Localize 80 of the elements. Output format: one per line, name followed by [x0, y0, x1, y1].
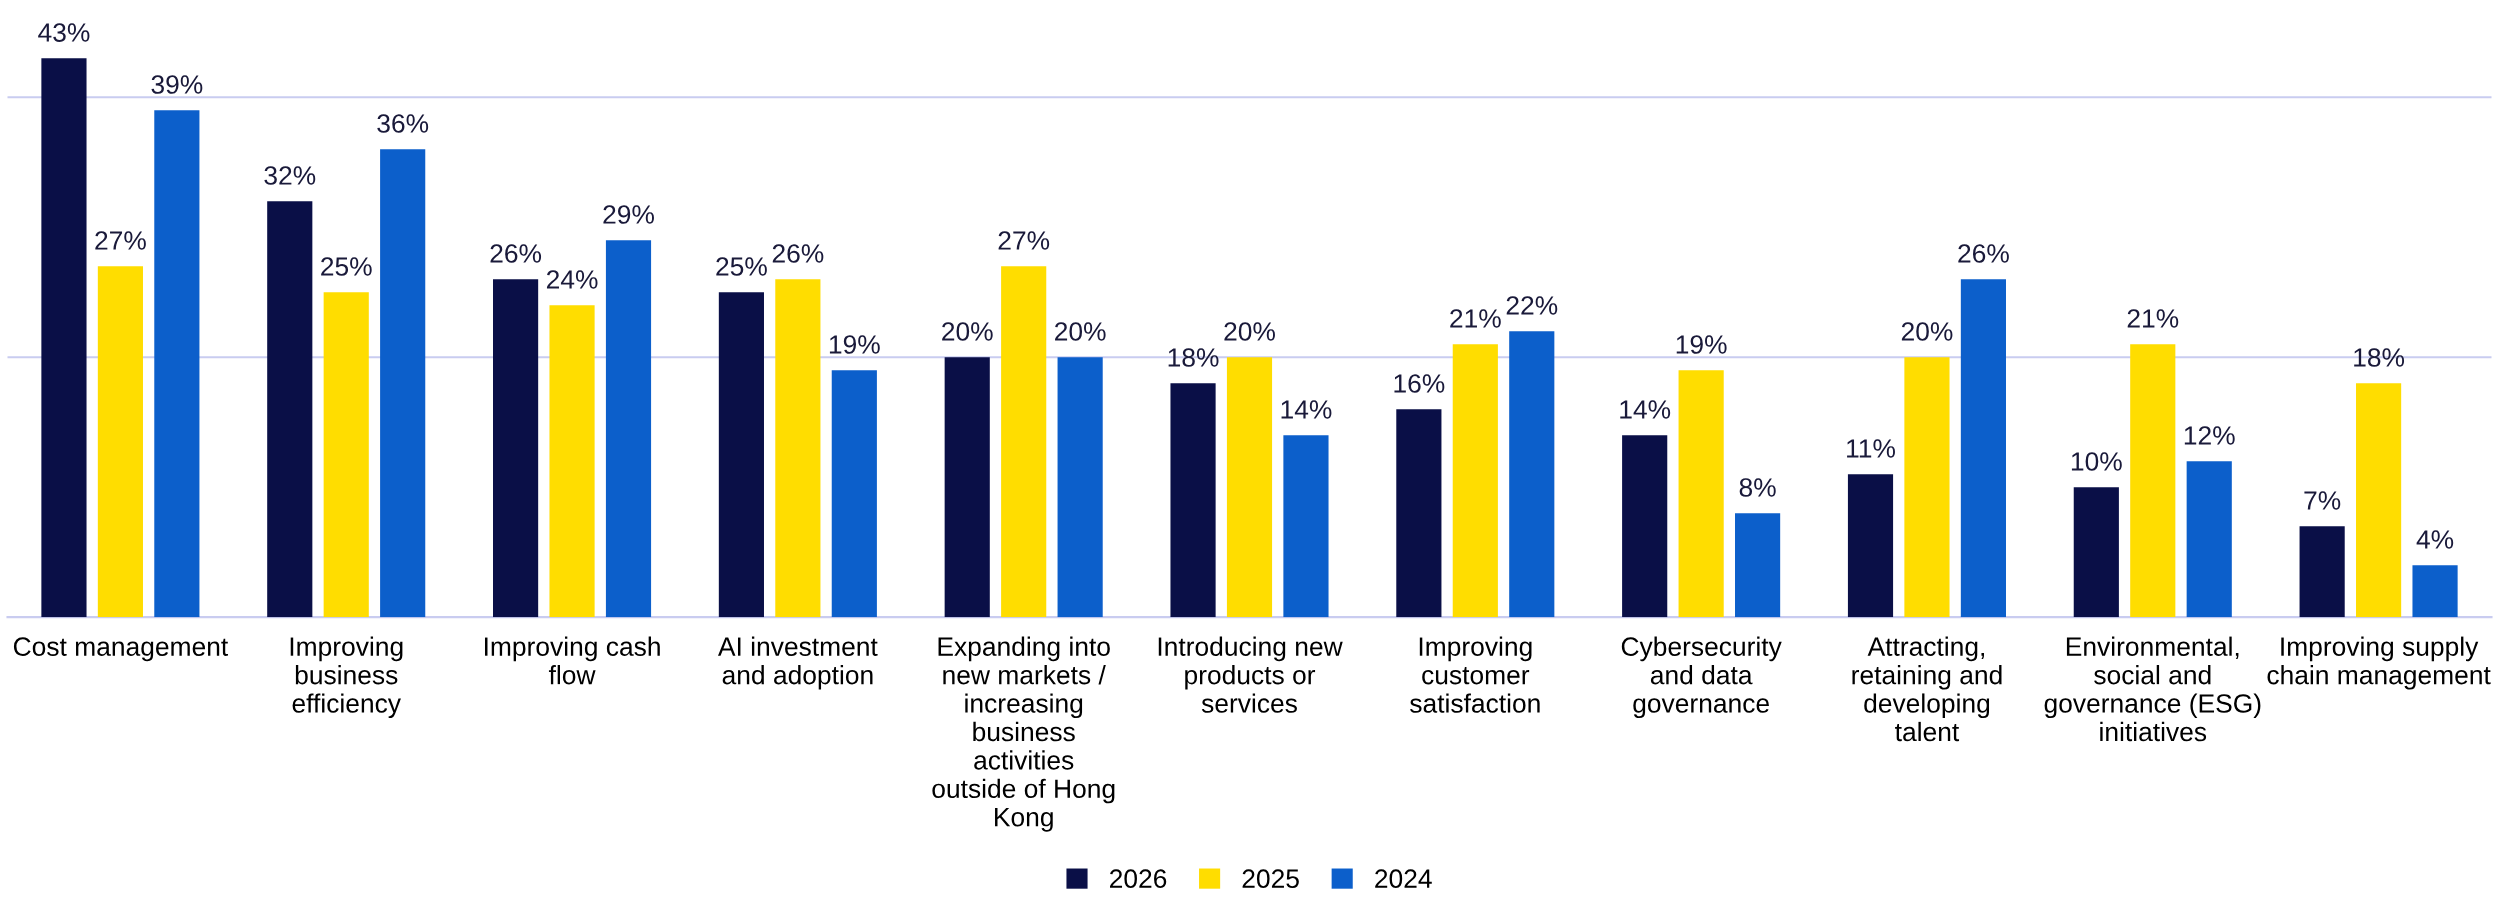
data-label: 32% — [264, 166, 316, 185]
bar — [2073, 487, 2119, 618]
data-label: 18% — [2354, 348, 2405, 367]
bar — [2186, 461, 2232, 618]
data-label: 29% — [603, 205, 654, 224]
data-label: 22% — [1506, 296, 1558, 315]
data-label: 36% — [377, 114, 429, 133]
bar — [267, 201, 313, 618]
data-label: 43% — [38, 23, 90, 42]
data-label: 20% — [1901, 322, 1953, 341]
bar — [2299, 526, 2345, 618]
bar — [1904, 357, 1950, 618]
data-label: 24% — [546, 270, 598, 289]
bar — [323, 292, 369, 618]
bar — [1057, 357, 1103, 618]
bar — [1226, 357, 1273, 618]
x-tick-label: Improving business efficiency — [290, 636, 403, 719]
bar — [831, 370, 877, 618]
data-label: 14% — [1620, 400, 1671, 419]
bar — [41, 58, 87, 618]
bar — [1847, 474, 1894, 618]
data-label: 21% — [2127, 309, 2179, 328]
x-tick-label: Environmental, social and governance (ESG) initiatives — [2044, 636, 2261, 742]
legend-label: 2024 — [1375, 869, 1432, 889]
data-label: 26% — [490, 244, 542, 263]
bar — [549, 305, 595, 618]
data-label: 19% — [1676, 335, 1727, 354]
data-label: 27% — [95, 231, 146, 250]
bar — [493, 279, 539, 618]
data-label: 25% — [716, 257, 767, 276]
data-label: 10% — [2071, 452, 2122, 471]
data-label: 26% — [1958, 244, 2009, 263]
bar — [1509, 331, 1555, 618]
data-label: 18% — [1168, 348, 1219, 367]
x-tick-label: Improving customer satisfaction — [1410, 636, 1540, 713]
data-label: 27% — [998, 231, 1050, 250]
data-label: 11% — [1847, 439, 1895, 458]
legend-label: 2025 — [1242, 869, 1299, 889]
bar — [605, 240, 652, 618]
data-label: 8% — [1739, 478, 1776, 497]
x-tick-label: Expanding into new markets / increasing business activities outside of Hong Kong — [932, 636, 1115, 832]
bar — [944, 357, 990, 618]
bar — [718, 292, 764, 618]
data-label: 4% — [2416, 530, 2454, 549]
data-label: 20% — [942, 322, 993, 341]
data-label: 14% — [1281, 400, 1332, 419]
bar — [1396, 409, 1442, 618]
bar — [1001, 266, 1047, 618]
bar — [775, 279, 821, 618]
x-tick-label: Improving supply chain management — [2267, 636, 2491, 690]
bar — [1960, 279, 2006, 618]
bar — [1170, 383, 1216, 618]
data-label: 7% — [2304, 491, 2341, 510]
x-tick-label: Introducing new products or services — [1158, 636, 1343, 713]
bar — [2130, 344, 2176, 618]
bar — [154, 110, 200, 618]
data-label: 21% — [1450, 309, 1501, 328]
legend-label: 2026 — [1110, 869, 1167, 889]
data-label: 19% — [829, 335, 880, 354]
bar — [2356, 383, 2402, 618]
data-label: 26% — [772, 244, 824, 263]
bar — [1283, 435, 1329, 618]
bar — [1678, 370, 1724, 618]
data-label: 25% — [321, 257, 372, 276]
data-label: 39% — [151, 75, 203, 94]
x-tick-label: Attracting, retaining and developing talent — [1852, 636, 2002, 742]
x-tick-label: Improving cash flow — [485, 636, 660, 685]
data-label: 16% — [1394, 374, 1445, 393]
bar — [97, 266, 143, 618]
data-label: 12% — [2184, 426, 2235, 445]
bar — [1622, 435, 1668, 618]
bar — [1452, 344, 1498, 618]
data-label: 20% — [1224, 322, 1275, 341]
bar — [2412, 565, 2458, 618]
data-label: 20% — [1055, 322, 1106, 341]
bar — [1735, 513, 1781, 618]
bar — [380, 149, 426, 618]
x-tick-label: Cybersecurity and data governance — [1621, 636, 1782, 719]
x-tick-label: Cost management — [13, 637, 229, 662]
x-tick-label: AI investment and adoption — [717, 636, 878, 690]
